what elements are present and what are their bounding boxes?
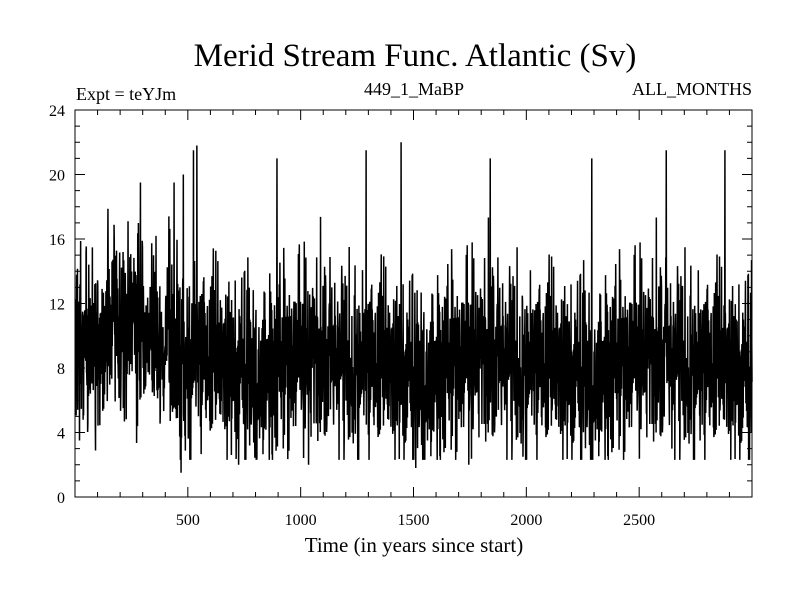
x-tick-label: 2500	[623, 512, 655, 529]
subtitle-right: ALL_MONTHS	[632, 79, 752, 99]
y-tick-label: 8	[57, 361, 65, 378]
chart-title: Merid Stream Func. Atlantic (Sv)	[194, 38, 637, 74]
series-group	[74, 142, 753, 473]
x-tick-label: 2000	[510, 512, 542, 529]
y-tick-label: 0	[57, 490, 65, 507]
x-axis: 500 1000 1500 2000 2500	[97, 110, 730, 529]
series-line	[74, 142, 753, 473]
y-tick-label: 4	[57, 426, 65, 443]
x-tick-label: 500	[176, 512, 200, 529]
y-tick-label: 20	[49, 168, 65, 185]
subtitle-center: 449_1_MaBP	[364, 79, 464, 99]
y-tick-label: 12	[49, 297, 65, 314]
x-tick-label: 1500	[398, 512, 430, 529]
y-tick-label: 24	[49, 103, 65, 120]
plot-area: 500 1000 1500 2000 2500 0 4 8 12 16 20 24	[49, 103, 753, 529]
y-axis: 0 4 8 12 16 20 24	[49, 103, 752, 507]
subtitle-left: Expt = teYJm	[76, 84, 176, 104]
y-tick-label: 16	[49, 232, 65, 249]
x-axis-label: Time (in years since start)	[305, 533, 524, 557]
x-tick-label: 1000	[285, 512, 317, 529]
